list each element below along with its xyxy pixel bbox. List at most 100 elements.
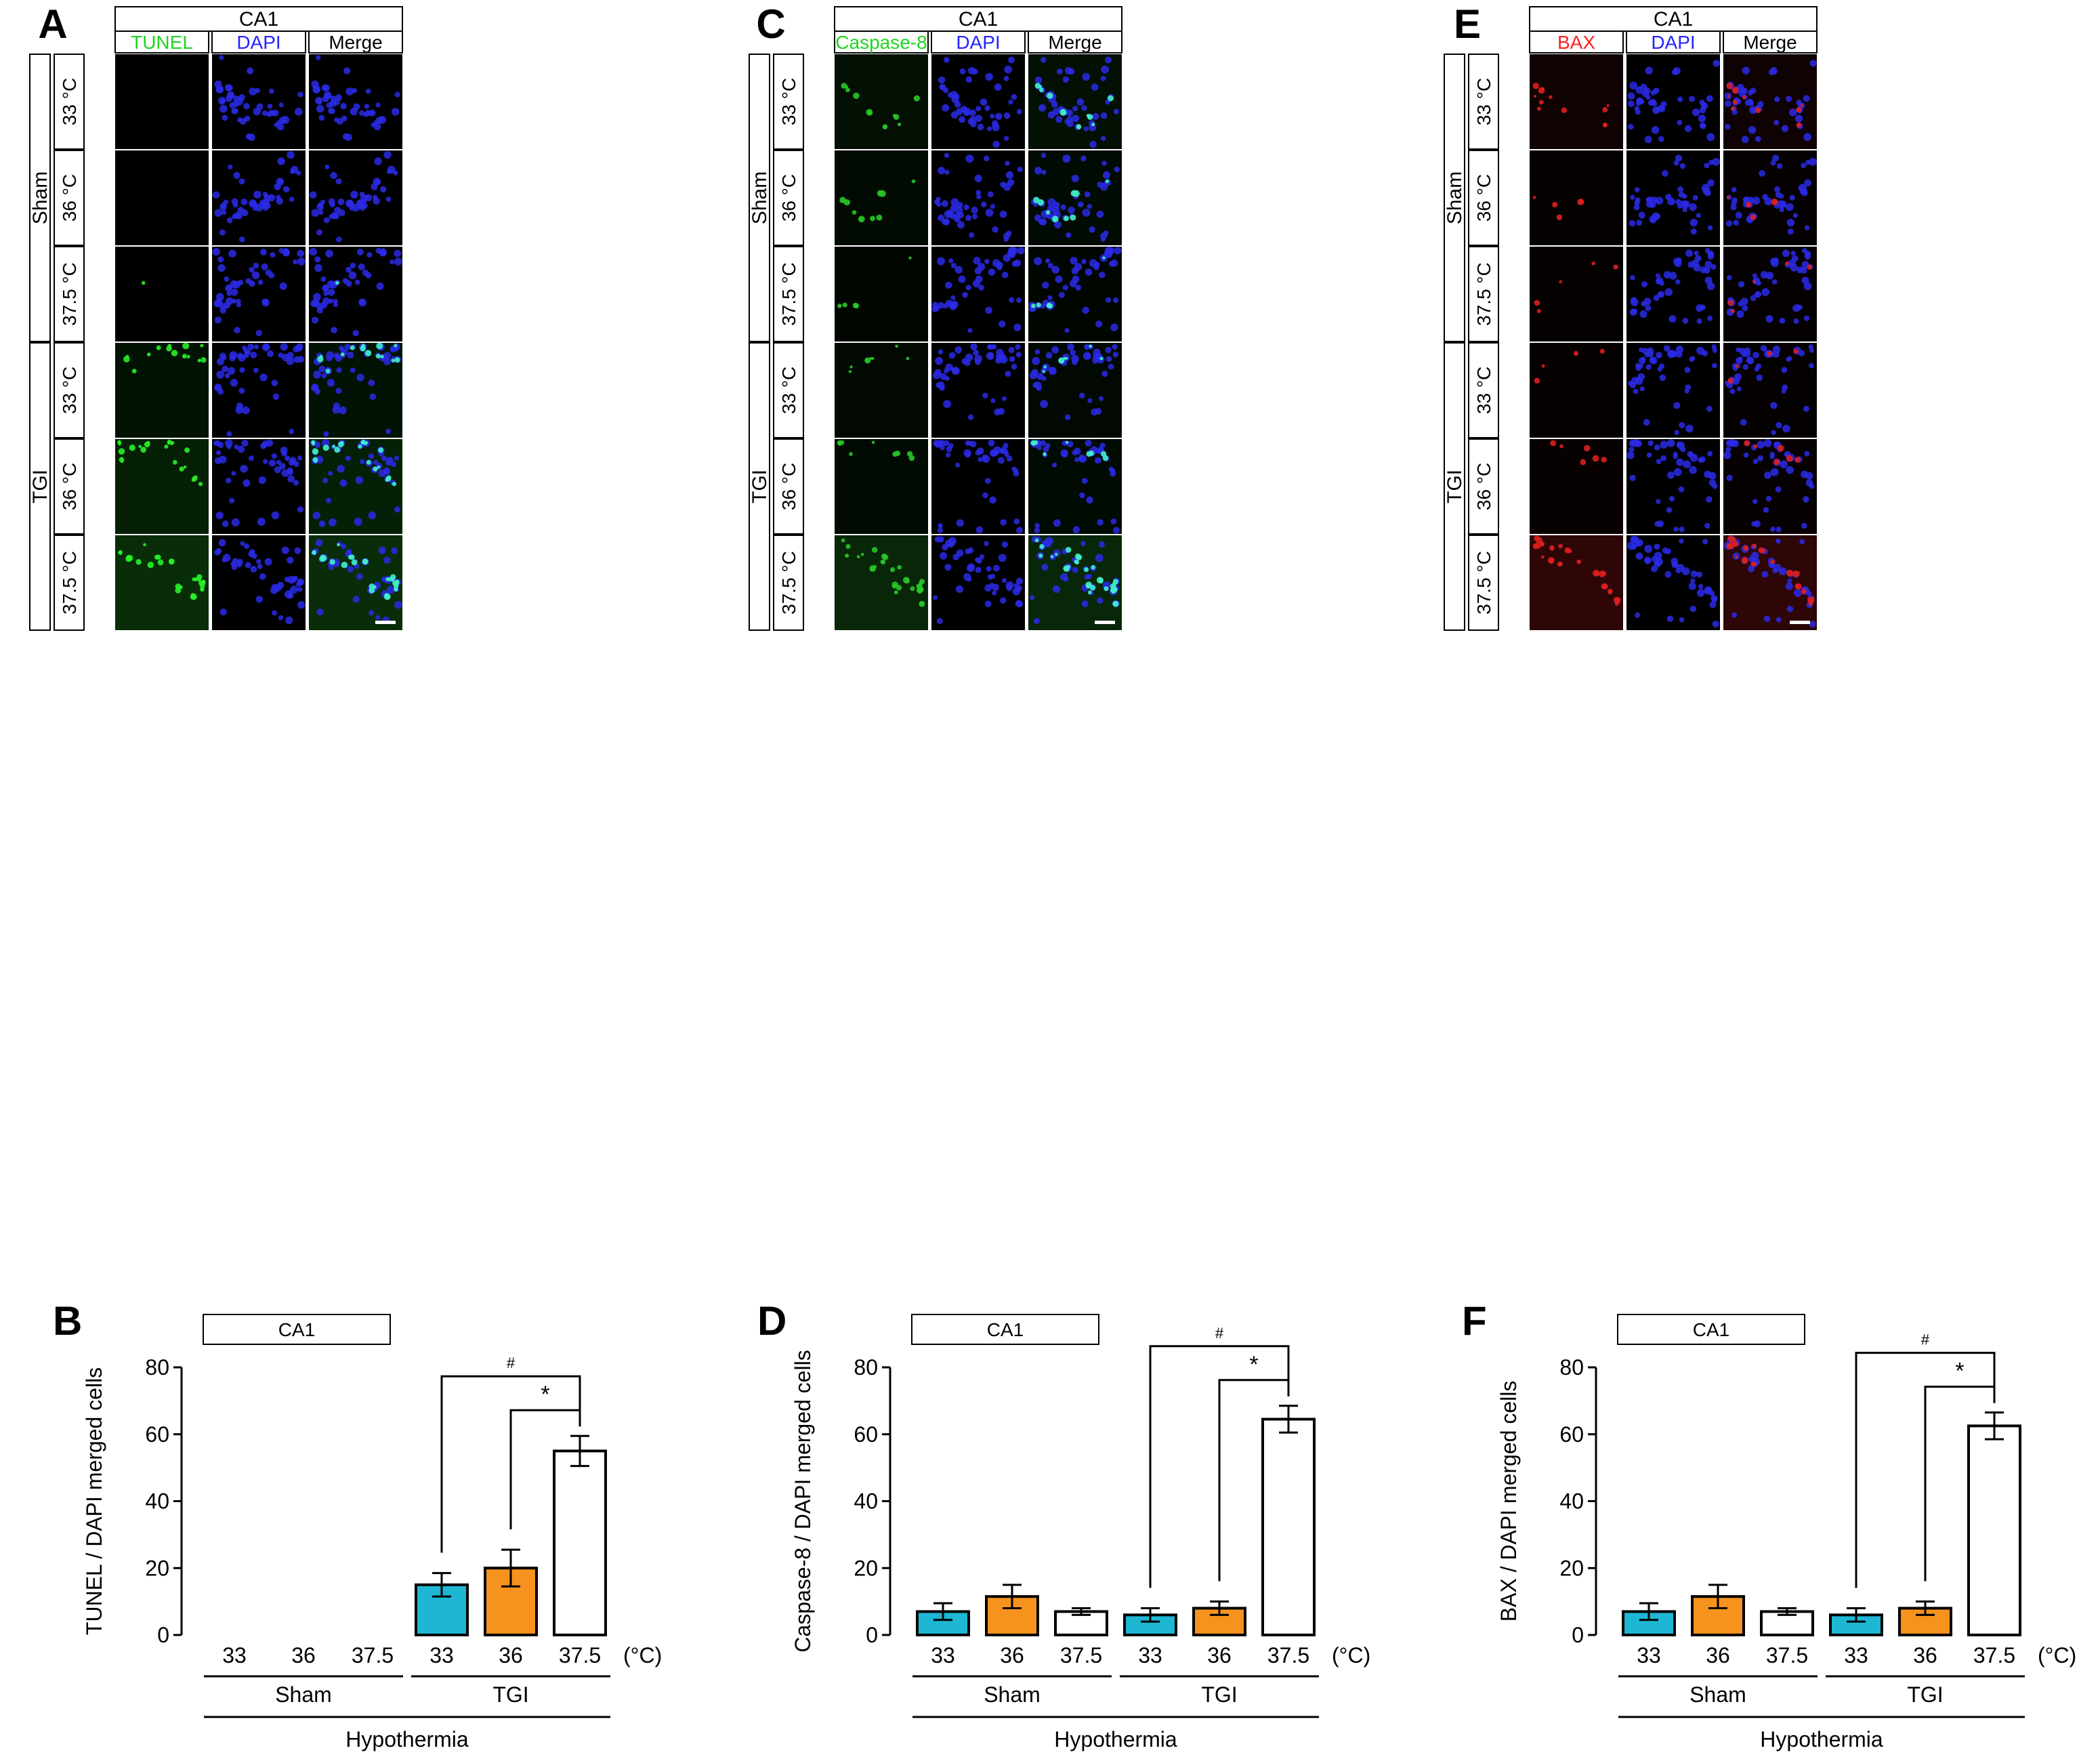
nucleus [287, 468, 294, 476]
temperature-label: 36 °C [59, 463, 80, 510]
nucleus [375, 615, 381, 621]
nucleus [1030, 595, 1035, 600]
nucleus [1105, 346, 1112, 354]
signal-spot [1786, 455, 1793, 462]
nucleus [1645, 364, 1652, 370]
nucleus [1682, 318, 1689, 324]
nucleus [1738, 356, 1743, 362]
nucleus [948, 537, 957, 545]
nucleus [990, 398, 996, 403]
nucleus [1009, 356, 1015, 362]
nucleus [328, 198, 335, 205]
nucleus [1689, 465, 1697, 474]
nucleus [261, 263, 268, 270]
y-tick-label: 0 [866, 1623, 878, 1647]
signal-spot [179, 466, 184, 472]
nucleus [1034, 76, 1043, 84]
panel-c: C CA1 Caspase-8 DAPI Merge Sham TGI 33 °C 36 °C 3… [749, 1, 1122, 631]
nucleus [1713, 60, 1720, 67]
micrograph-haze [115, 247, 209, 341]
micrograph-haze [1530, 439, 1623, 534]
nucleus [987, 191, 994, 198]
nucleus [379, 249, 387, 257]
signal-spot [341, 561, 348, 568]
nucleus [978, 285, 984, 291]
nucleus [1099, 442, 1106, 449]
signal-spot [893, 114, 900, 120]
signal-spot [858, 215, 865, 223]
nucleus [1673, 526, 1679, 532]
signal-spot [894, 590, 898, 595]
nucleus [320, 276, 327, 282]
signal-spot [871, 547, 878, 553]
nucleus [1651, 565, 1658, 573]
nucleus [345, 199, 354, 208]
nucleus [1706, 405, 1713, 412]
column-header-box [1626, 30, 1721, 54]
nucleus [295, 345, 303, 352]
signal-spot [1091, 122, 1095, 127]
nucleus [259, 373, 268, 381]
micrograph-marker [835, 535, 928, 630]
nucleus [1663, 271, 1671, 279]
signal-spot [138, 444, 142, 449]
micrograph-background [1626, 247, 1720, 341]
nucleus [1673, 402, 1681, 409]
nucleus [1779, 207, 1784, 213]
signal-spot [1102, 256, 1106, 260]
nucleus [1069, 280, 1077, 288]
nucleus [1805, 479, 1813, 486]
nucleus [1003, 136, 1009, 141]
nucleus [1629, 381, 1637, 389]
nucleus [952, 367, 960, 375]
nucleus [1771, 279, 1778, 285]
nucleus [294, 547, 301, 554]
nucleus [1785, 96, 1792, 102]
signal-spot [1076, 554, 1083, 560]
nucleus [1643, 297, 1652, 306]
signal-spot [394, 357, 400, 363]
nucleus [1750, 295, 1757, 302]
nucleus [1763, 507, 1769, 513]
signal-spot [1031, 304, 1036, 308]
column-header-box [1028, 30, 1122, 54]
nucleus [1687, 451, 1694, 457]
signal-spot [373, 585, 377, 589]
nucleus [1082, 208, 1091, 217]
micrograph-dapi [931, 535, 1025, 630]
signal-spot [1038, 87, 1044, 93]
nucleus [1699, 456, 1706, 463]
nucleus [1080, 541, 1086, 546]
nucleus [358, 263, 365, 270]
signal-spot [335, 281, 339, 285]
nucleus [1636, 220, 1643, 226]
nucleus [1629, 220, 1636, 227]
micrograph-marker [1530, 439, 1623, 534]
nucleus [298, 579, 304, 585]
nucleus [1102, 171, 1111, 179]
column-header-box [834, 30, 929, 54]
nucleus [1696, 318, 1702, 324]
nucleus [1052, 585, 1060, 594]
nucleus [1086, 496, 1093, 504]
nucleus [944, 564, 952, 571]
nucleus [311, 316, 319, 324]
signal-spot [199, 583, 205, 589]
nucleus [321, 84, 329, 91]
column-header-label: DAPI [956, 32, 1000, 53]
signal-spot [1750, 214, 1757, 220]
signal-spot [1809, 597, 1815, 602]
nucleus [1755, 363, 1762, 369]
micrograph-background [1723, 535, 1817, 630]
nucleus [1667, 350, 1675, 358]
nucleus [329, 298, 334, 304]
nucleus [214, 316, 222, 324]
signal-spot [908, 256, 912, 260]
nucleus [1105, 100, 1110, 105]
nucleus [317, 98, 322, 104]
nucleus [1034, 257, 1042, 266]
nucleus [232, 100, 240, 108]
nucleus [214, 384, 221, 391]
nucleus [321, 373, 327, 379]
nucleus [240, 541, 245, 546]
